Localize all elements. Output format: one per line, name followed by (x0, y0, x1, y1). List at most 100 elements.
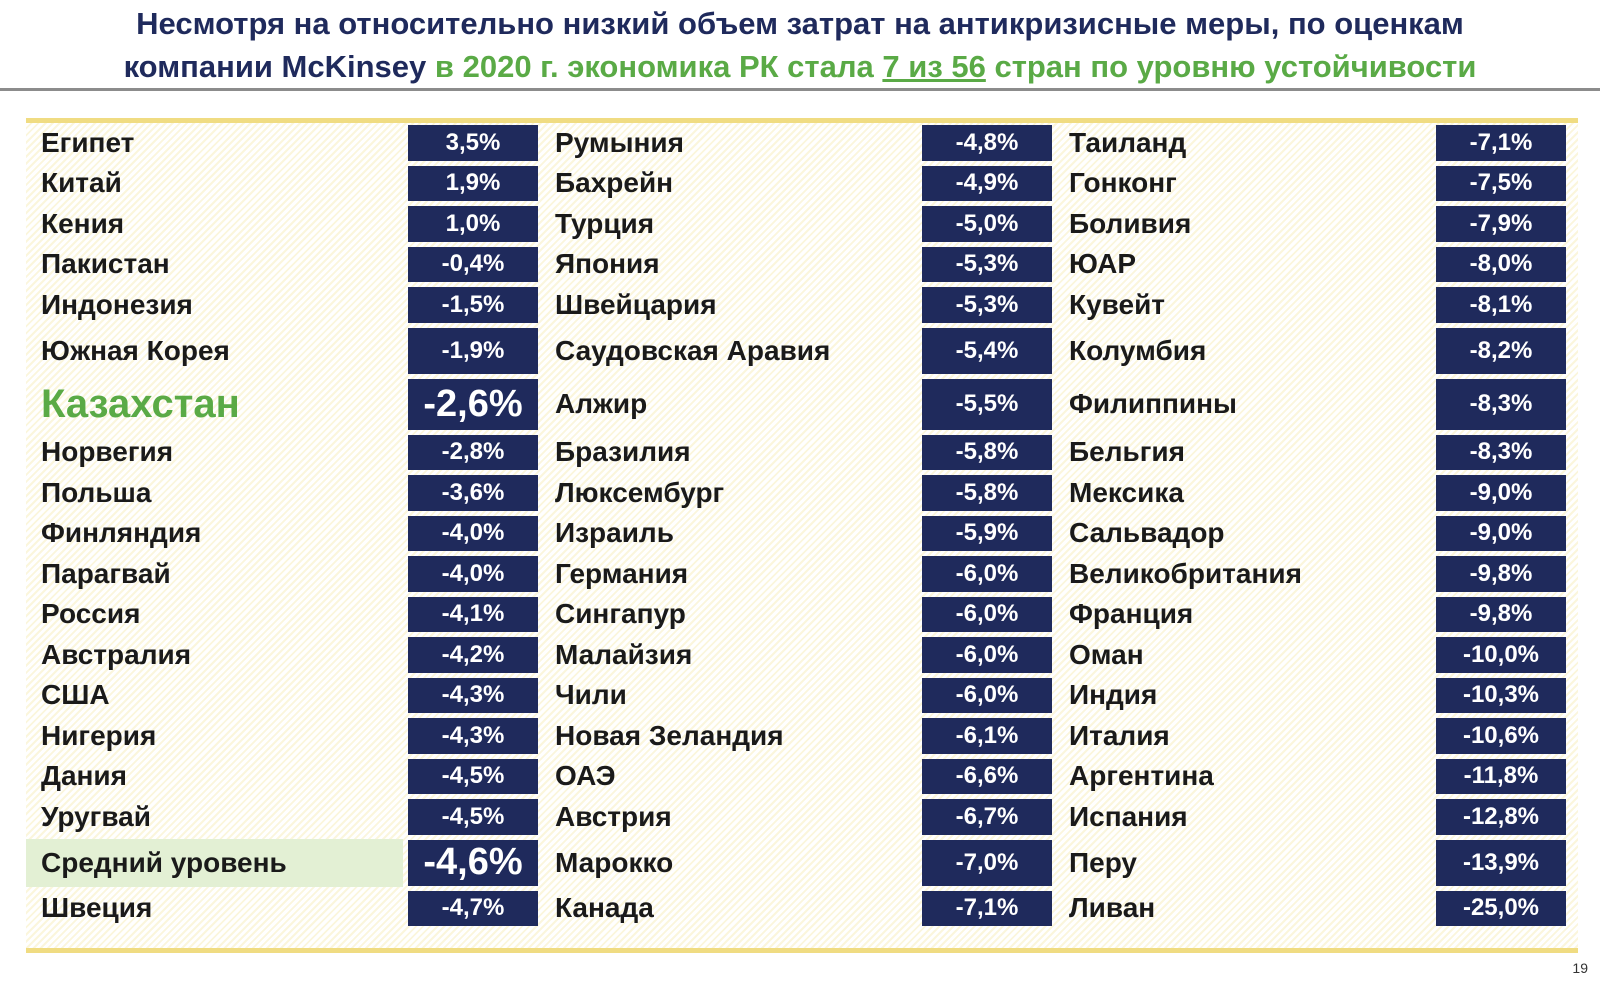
country-name: Филиппины (1069, 388, 1237, 419)
country-value: -8,2% (1436, 327, 1566, 374)
country-value: -7,5% (1436, 165, 1566, 201)
country-value: -6,0% (922, 556, 1052, 592)
country-name: Южная Корея (41, 334, 230, 366)
country-name: Дания (41, 760, 127, 792)
country-value: -0,4% (408, 246, 538, 282)
country-name: Перу (1069, 846, 1138, 878)
country-value: -6,7% (922, 799, 1052, 835)
country-value: -4,8% (922, 125, 1052, 161)
country-name: Саудовская Аравия (555, 334, 831, 366)
country-name: Сингапур (555, 598, 686, 630)
title-rank: 7 из 56 (882, 49, 986, 84)
country-value: 3,5% (408, 125, 538, 161)
country-name: Бельгия (1069, 436, 1185, 468)
country-name: Великобритания (1069, 557, 1302, 589)
country-name: Новая Зеландия (555, 719, 784, 751)
country-name: Ливан (1069, 892, 1156, 924)
country-value: -6,0% (922, 677, 1052, 713)
title-line-1: Несмотря на относительно низкий объем за… (136, 6, 1464, 41)
country-value: -3,6% (408, 475, 538, 511)
country-value: -4,5% (408, 799, 538, 835)
country-value: -6,0% (922, 596, 1052, 632)
country-value: -11,8% (1436, 758, 1566, 794)
country-name: Египет (41, 126, 135, 158)
country-value: -10,0% (1436, 637, 1566, 673)
country-value: -8,0% (1436, 246, 1566, 282)
country-name: Малайзия (555, 638, 693, 670)
country-name: США (41, 679, 110, 711)
country-value: -6,6% (922, 758, 1052, 794)
country-name: Австрия (555, 800, 672, 832)
country-name: ОАЭ (555, 760, 616, 792)
country-name: Мексика (1069, 476, 1184, 508)
country-value: -5,8% (922, 475, 1052, 511)
country-name: Канада (555, 892, 654, 924)
country-value: -13,9% (1436, 839, 1566, 886)
country-value: -9,8% (1436, 556, 1566, 592)
country-name: Чили (555, 679, 627, 711)
table-top-border (26, 118, 1578, 123)
country-name: Оман (1069, 638, 1144, 670)
country-value: -7,9% (1436, 206, 1566, 242)
country-value: -4,2% (408, 637, 538, 673)
country-name: Алжир (555, 388, 648, 419)
country-name: Казахстан (41, 381, 240, 426)
country-name: Норвегия (41, 436, 174, 468)
country-name: Китай (41, 167, 122, 199)
country-name: Франция (1069, 598, 1194, 630)
country-name: Пакистан (41, 248, 170, 280)
country-value: -5,0% (922, 206, 1052, 242)
country-name: Польша (41, 476, 152, 508)
title-line-2: компании McKinsey в 2020 г. экономика РК… (0, 49, 1600, 85)
country-name: Израиль (555, 517, 674, 549)
country-name: Япония (555, 248, 660, 280)
country-value: 1,0% (408, 206, 538, 242)
country-value: -2,8% (408, 434, 538, 470)
country-name: Гонконг (1069, 167, 1177, 199)
title-highlight: в 2020 г. экономика РК стала (434, 49, 874, 84)
country-name: Румыния (555, 126, 684, 158)
country-value: -4,1% (408, 596, 538, 632)
country-value: -1,5% (408, 287, 538, 323)
country-name: Колумбия (1069, 334, 1207, 366)
country-name: Нигерия (41, 719, 157, 751)
country-value: -5,8% (922, 434, 1052, 470)
country-value: -4,3% (408, 677, 538, 713)
country-name: Германия (555, 557, 689, 589)
country-value: -6,0% (922, 637, 1052, 673)
country-name: Бахрейн (555, 167, 674, 199)
country-name: Кения (41, 207, 125, 239)
country-value: -7,0% (922, 839, 1052, 886)
country-value: -4,6% (408, 839, 538, 886)
country-value: -8,3% (1436, 434, 1566, 470)
country-name: Турция (555, 207, 655, 239)
country-name: Парагвай (41, 557, 171, 589)
country-name: ЮАР (1069, 248, 1137, 280)
page-number: 19 (1572, 960, 1588, 976)
country-value: 1,9% (408, 165, 538, 201)
country-value: -7,1% (922, 890, 1052, 926)
country-name: Австралия (41, 638, 192, 670)
country-value: -25,0% (1436, 890, 1566, 926)
title-part: компании McKinsey (123, 49, 427, 84)
country-value: -9,8% (1436, 596, 1566, 632)
table-bottom-border (26, 948, 1578, 953)
country-name: Швейцария (555, 288, 717, 320)
country-value: -8,3% (1436, 378, 1566, 430)
country-value: -7,1% (1436, 125, 1566, 161)
country-name: Испания (1069, 800, 1188, 832)
country-value: -5,5% (922, 378, 1052, 430)
country-value: -5,9% (922, 515, 1052, 551)
country-value: -8,1% (1436, 287, 1566, 323)
country-value: -4,3% (408, 718, 538, 754)
country-value: -10,6% (1436, 718, 1566, 754)
country-value: -6,1% (922, 718, 1052, 754)
country-value: -1,9% (408, 327, 538, 374)
country-name: Швеция (41, 892, 153, 924)
country-value: -4,5% (408, 758, 538, 794)
country-name: Аргентина (1069, 760, 1214, 792)
country-value: -5,3% (922, 287, 1052, 323)
country-name: Средний уровень (26, 838, 403, 887)
country-name: Уругвай (41, 800, 151, 832)
